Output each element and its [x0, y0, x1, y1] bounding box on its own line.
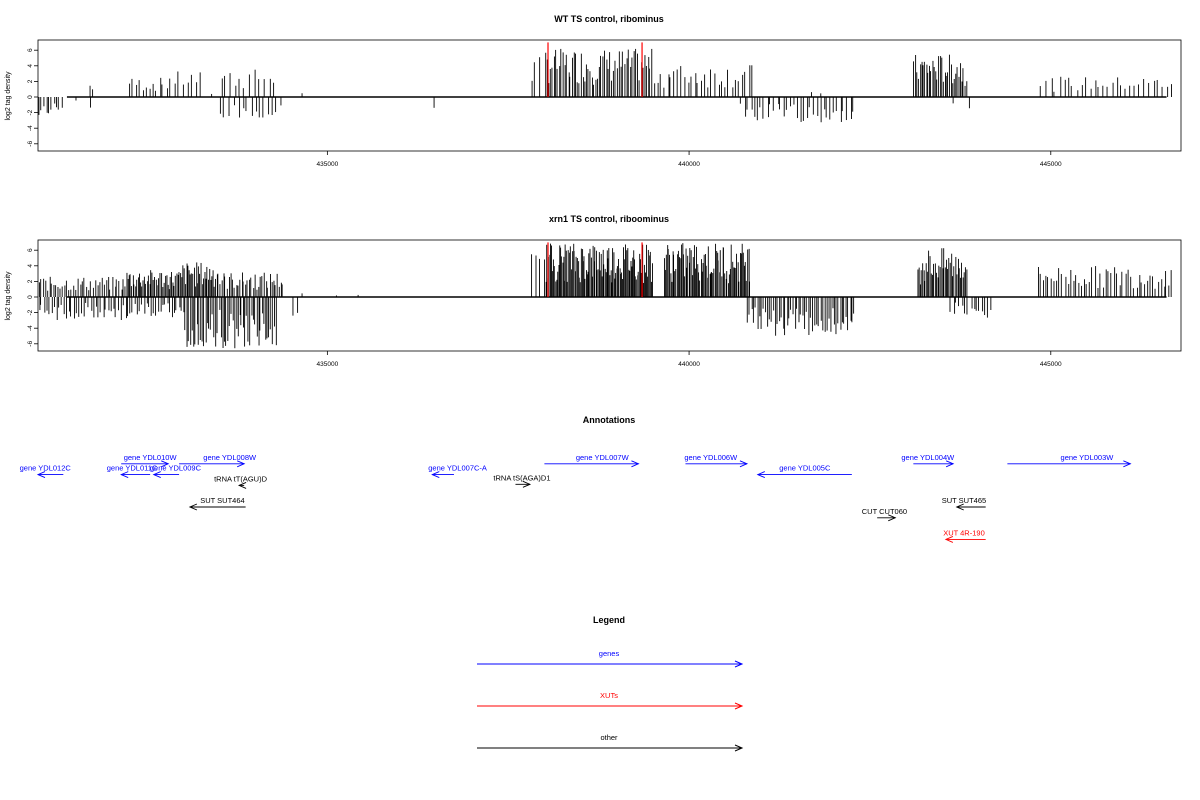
x-tick-label: 440000: [678, 361, 700, 368]
annotation-feature: gene YDL010W: [121, 453, 178, 468]
x-tick-label: 435000: [317, 161, 339, 168]
xrn1-panel-title: xrn1 TS control, riboominus: [549, 214, 669, 224]
y-tick-label: -6: [27, 141, 34, 147]
annotation-feature: gene YDL003W: [1007, 453, 1132, 468]
annotation-feature: gene YDL007W: [544, 453, 640, 468]
annotation-label: gene YDL003W: [1061, 453, 1115, 462]
annotation-label: gene YDL006W: [684, 453, 738, 462]
y-tick-label: 4: [27, 264, 34, 268]
annotation-label: tRNA tT(AGU)D: [214, 474, 268, 483]
annotation-label: gene YDL005C: [779, 464, 831, 473]
y-tick-label: 2: [27, 79, 34, 83]
wt-y-axis-label: log2 tag density: [5, 71, 12, 121]
annotation-label: gene YDL008W: [203, 453, 257, 462]
y-tick-label: -2: [27, 309, 34, 315]
annotation-feature: gene YDL005C: [756, 464, 852, 479]
legend-title: Legend: [593, 615, 625, 625]
legend: Legend genes XUTs other: [477, 615, 744, 752]
annotation-feature: gene YDL011C: [107, 464, 158, 479]
y-tick-label: 2: [27, 279, 34, 283]
legend-label: genes: [599, 649, 620, 658]
annotation-feature: SUT SUT465: [942, 496, 986, 511]
y-tick-label: 6: [27, 48, 34, 52]
wt-bars: [38, 42, 1172, 123]
legend-item: other: [477, 733, 744, 752]
annotation-label: tRNA tS(AGA)D1: [493, 473, 550, 482]
annotation-label: gene YDL007C-A: [428, 464, 487, 473]
xrn1-axes: -6 -4 -2 0 2 4 6 435000 440000 445000: [27, 248, 1062, 368]
annotation-feature: gene YDL012C: [20, 464, 72, 479]
annotation-feature: SUT SUT464: [188, 496, 246, 511]
x-tick-label: 440000: [678, 161, 700, 168]
wt-plot-frame: [37, 39, 1182, 152]
annotation-label: XUT 4R-190: [943, 528, 985, 537]
xrn1-plot-frame: [37, 239, 1182, 352]
wt-axes: -6 -4 -2 0 2 4 6 435000 440000 445000: [27, 48, 1062, 168]
annotation-feature: XUT 4R-190: [943, 528, 986, 543]
y-tick-label: -4: [27, 125, 34, 131]
xrn1-bars: [38, 242, 1172, 349]
annotation-feature: gene YDL007C-A: [428, 464, 487, 479]
legend-label: other: [600, 733, 618, 742]
annotation-label: gene YDL004W: [901, 453, 955, 462]
annotation-label: CUT CUT060: [862, 507, 907, 516]
xrn1-y-axis-label: log2 tag density: [5, 271, 12, 321]
annotation-feature: gene YDL008W: [179, 453, 257, 468]
annotations-panel: Annotations gene YDL012C gene YDL011Cgene…: [20, 415, 1132, 543]
annotation-features: gene YDL012C gene YDL011C gene YDL010W gene…: [20, 453, 1132, 543]
annotation-label: SUT SUT465: [942, 496, 986, 505]
y-tick-label: -2: [27, 109, 34, 115]
annotation-label: gene YDL011C: [107, 464, 158, 473]
annotation-feature: gene YDL009C: [150, 464, 202, 479]
x-tick-label: 435000: [317, 361, 339, 368]
legend-items: genes XUTs other: [477, 649, 744, 752]
xrn1-panel: xrn1 TS control, riboominus log2 tag den…: [5, 214, 1182, 368]
annotation-feature: gene YDL006W: [684, 453, 749, 468]
wt-panel: WT TS control, ribominus log2 tag densit…: [5, 14, 1182, 168]
x-tick-label: 445000: [1040, 361, 1062, 368]
wt-panel-title: WT TS control, ribominus: [554, 14, 664, 24]
annotation-feature: CUT CUT060: [862, 507, 907, 522]
y-tick-label: 4: [27, 64, 34, 68]
annotation-feature: tRNA tS(AGA)D1: [493, 473, 551, 488]
annotation-feature: tRNA tT(AGU)D: [214, 474, 268, 489]
legend-item: XUTs: [477, 691, 744, 710]
annotation-label: gene YDL012C: [20, 464, 72, 473]
y-tick-label: 0: [27, 295, 34, 299]
annotation-feature: gene YDL004W: [901, 453, 955, 468]
annotation-label: gene YDL010W: [124, 453, 178, 462]
x-tick-label: 445000: [1040, 161, 1062, 168]
annotation-label: gene YDL009C: [150, 464, 202, 473]
legend-item: genes: [477, 649, 744, 668]
y-tick-label: 0: [27, 95, 34, 99]
y-tick-label: -6: [27, 341, 34, 347]
legend-label: XUTs: [600, 691, 618, 700]
annotation-label: gene YDL007W: [576, 453, 630, 462]
y-tick-label: -4: [27, 325, 34, 331]
y-tick-label: 6: [27, 248, 34, 252]
annotation-label: SUT SUT464: [200, 496, 244, 505]
annotations-title: Annotations: [583, 415, 636, 425]
